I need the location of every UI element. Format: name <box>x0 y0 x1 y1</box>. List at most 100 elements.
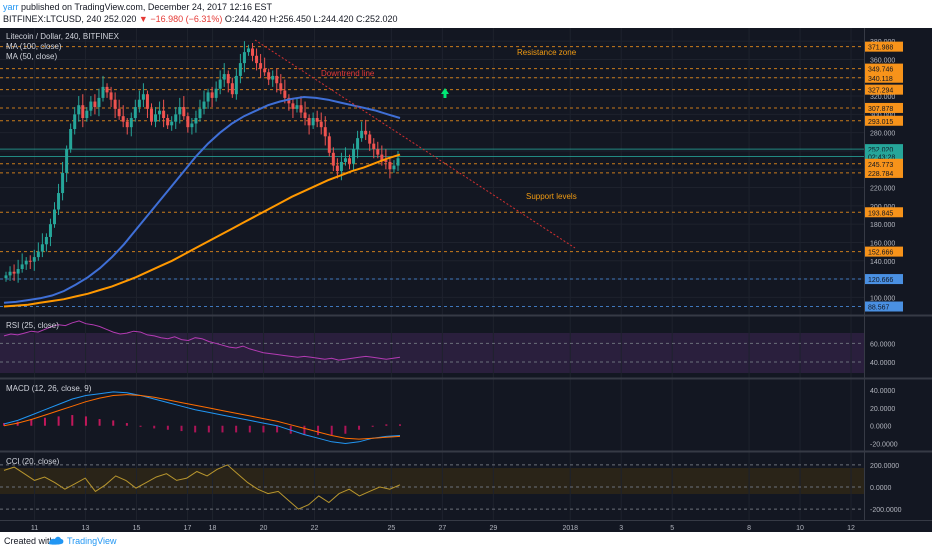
time-tick-label: 5 <box>670 525 674 532</box>
candle-body <box>380 154 384 161</box>
time-tick-label: 29 <box>489 525 497 532</box>
level-price-label: 228.784 <box>868 171 893 178</box>
candle-body <box>343 158 347 162</box>
candle-body <box>190 123 194 128</box>
level-price-label: 293.015 <box>868 119 893 126</box>
candle-body <box>4 275 8 279</box>
candle-body <box>255 55 259 64</box>
candle-body <box>202 101 206 109</box>
candle-body <box>263 68 267 73</box>
price-tick-label: 100.000 <box>870 295 895 302</box>
candle-body <box>323 127 327 137</box>
macd-histogram-bar <box>194 425 197 433</box>
macd-histogram-bar <box>57 416 60 426</box>
price-axis[interactable]: 100.000120.000140.000160.000180.000200.0… <box>865 39 903 514</box>
candle-body <box>137 99 141 108</box>
published-text: published on TradingView.com, December 2… <box>18 2 272 12</box>
candle-body <box>20 264 24 269</box>
level-price-tag <box>865 274 903 285</box>
time-tick-label: 11 <box>31 525 38 532</box>
candle-body <box>234 75 238 95</box>
symbol-legend: Litecoin / Dollar, 240, BITFINEX <box>6 32 120 41</box>
price-tick-label: 160.000 <box>870 240 895 247</box>
candle-body <box>327 136 331 153</box>
macd-histogram-bar <box>276 425 279 433</box>
candle-body <box>348 158 352 164</box>
level-price-tag <box>865 41 903 52</box>
level-price-label: 340.118 <box>868 76 893 83</box>
time-tick-label: 3 <box>619 525 623 532</box>
candle-body <box>392 165 396 170</box>
candle-body <box>267 72 271 80</box>
level-price-label: 88.567 <box>868 305 890 312</box>
candle-body <box>73 114 77 129</box>
candle-body <box>279 83 283 91</box>
tradingview-link[interactable]: TradingView <box>67 536 117 546</box>
chart-svg[interactable]: 100.000120.000140.000160.000180.000200.0… <box>0 28 932 532</box>
macd-histogram-bar <box>399 424 401 426</box>
candle-body <box>360 130 364 139</box>
macd-histogram <box>3 415 401 436</box>
rsi-tick-label: 40.0000 <box>870 360 895 367</box>
time-tick-label: 20 <box>260 525 268 532</box>
candle-body <box>97 97 101 108</box>
macd-histogram-bar <box>330 425 333 436</box>
candle-body <box>61 172 65 194</box>
price-tick-label: 180.000 <box>870 222 895 229</box>
candle-body <box>251 48 255 56</box>
footer: Created with TradingView <box>0 532 932 550</box>
time-tick-label: 27 <box>438 525 446 532</box>
arrow-up-icon <box>441 88 449 98</box>
candle-body <box>283 90 287 98</box>
candle-body <box>222 74 226 80</box>
level-price-tag <box>865 246 903 257</box>
macd-histogram-bar <box>166 425 169 430</box>
macd-histogram-bar <box>43 417 46 426</box>
candle-body <box>186 116 190 128</box>
rsi-band <box>0 333 864 373</box>
macd-pane[interactable] <box>0 380 864 450</box>
ma100-line <box>3 153 401 308</box>
candle-body <box>141 94 145 100</box>
candle-body <box>145 94 149 109</box>
macd-tick-label: 20.0000 <box>870 406 895 413</box>
symbol-line: BITFINEX:LTCUSD, 240 252.020 ▼ −16.980 (… <box>3 13 398 25</box>
candle-body <box>230 83 234 95</box>
macd-tick-label: -20.0000 <box>870 442 898 449</box>
candle-body <box>287 97 291 104</box>
price-pane[interactable] <box>0 28 864 314</box>
level-price-label: 152.666 <box>868 250 893 257</box>
candle-body <box>166 118 170 126</box>
candle-body <box>32 257 36 262</box>
price-tick-label: 280.000 <box>870 131 895 138</box>
candle-body <box>226 74 230 84</box>
support-resistance-levels <box>0 46 864 308</box>
macd-histogram-bar <box>3 423 5 426</box>
publish-line: yarr published on TradingView.com, Decem… <box>3 1 272 13</box>
level-price-label: 245.773 <box>868 162 893 169</box>
macd-histogram-bar <box>385 424 388 426</box>
price-tick-label: 220.000 <box>870 186 895 193</box>
macd-histogram-bar <box>235 425 238 433</box>
candle-body <box>44 236 48 245</box>
candle-body <box>396 158 400 166</box>
candle-body <box>238 63 242 76</box>
time-axis[interactable]: 11 13 15 17 18 20 22 25 27 29 2018 3 5 8 10 12 <box>31 525 855 532</box>
candle-body <box>335 165 339 172</box>
macd-histogram-bar <box>207 425 210 433</box>
ohlc-values: O:244.420 H:256.450 L:244.420 C:252.020 <box>224 14 398 24</box>
candle-body <box>307 118 311 126</box>
cci-legend: CCI (20, close) <box>6 457 60 466</box>
macd-histogram-bar <box>180 425 183 432</box>
candles <box>4 41 400 283</box>
created-with-text: Created with <box>4 536 55 546</box>
candle-body <box>52 209 56 225</box>
author-link[interactable]: yarr <box>3 2 19 12</box>
price-tick-label: 320.000 <box>870 94 895 101</box>
candle-body <box>319 121 323 128</box>
candle-body <box>36 251 40 258</box>
candle-body <box>384 160 388 162</box>
candle-body <box>158 110 162 115</box>
candle-body <box>291 103 295 109</box>
chart-area[interactable]: 100.000120.000140.000160.000180.000200.0… <box>0 28 932 532</box>
